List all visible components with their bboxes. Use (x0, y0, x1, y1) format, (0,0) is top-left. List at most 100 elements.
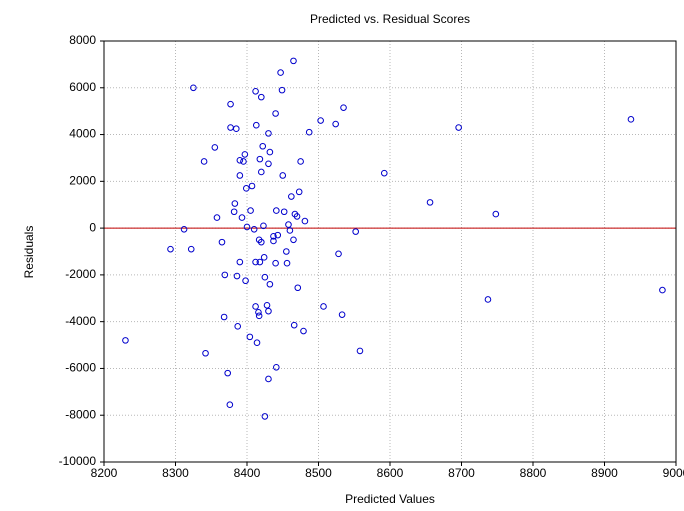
scatter-point (224, 369, 231, 377)
scatter-point (240, 158, 247, 165)
scatter-point (213, 214, 221, 221)
scatter-point (455, 124, 462, 131)
y-tick-label: -8000 (65, 407, 96, 421)
scatter-point (227, 100, 234, 108)
scatter-point (356, 347, 364, 355)
scatter-point (265, 375, 272, 383)
scatter-point (250, 225, 258, 233)
scatter-point (252, 121, 260, 129)
scatter-point (167, 245, 174, 253)
scatter-point (252, 303, 259, 310)
scatter-point (236, 172, 244, 179)
scatter-point (293, 213, 301, 220)
scatter-point (233, 272, 241, 280)
scatter-point (265, 130, 272, 137)
scatter-point (305, 128, 313, 136)
scatter-point (256, 155, 264, 163)
y-tick-label: -4000 (65, 314, 96, 328)
scatter-point (273, 363, 280, 371)
scatter-point (320, 303, 327, 310)
scatter-point (226, 401, 234, 408)
scatter-point (220, 313, 228, 321)
x-tick-label: 8600 (377, 466, 404, 480)
scatter-point (627, 116, 635, 123)
scatter-point (242, 185, 250, 192)
y-tick-label: -10000 (59, 454, 97, 468)
scatter-point (277, 69, 284, 76)
scatter-point (266, 148, 274, 156)
scatter-point (190, 84, 197, 92)
x-tick-label: 8800 (520, 466, 547, 480)
scatter-point (659, 286, 666, 294)
scatter-point (256, 258, 264, 266)
scatter-point (290, 321, 298, 329)
scatter-point (270, 232, 277, 240)
scatter-point (290, 57, 297, 65)
x-tick-label: 8200 (91, 466, 118, 480)
scatter-point (380, 169, 388, 177)
y-tick-label: 0 (89, 220, 96, 234)
scatter-point (248, 182, 256, 190)
scatter-point (261, 413, 269, 420)
scatter-point (285, 221, 292, 228)
scatter-point (295, 188, 303, 196)
scatter-point (122, 337, 129, 344)
scatter-point (236, 258, 244, 266)
scatter-point (273, 207, 280, 214)
scatter-point (492, 210, 500, 218)
scatter-point (261, 273, 269, 281)
scatter-point (231, 200, 239, 207)
x-tick-label: 8700 (448, 466, 475, 480)
scatter-point (238, 214, 246, 221)
scatter-point (270, 237, 277, 245)
scatter-point (300, 327, 307, 335)
y-tick-label: 6000 (69, 80, 96, 94)
scatter-point (340, 104, 347, 111)
scatter-point (283, 248, 290, 255)
scatter-point (280, 208, 288, 216)
scatter-point (266, 280, 274, 288)
scatter-point (283, 259, 291, 267)
scatter-point (301, 217, 309, 225)
scatter-point (187, 245, 195, 253)
scatter-point (272, 110, 279, 117)
scatter-point (297, 158, 304, 165)
scatter-point (317, 117, 324, 124)
scatter-point (241, 151, 249, 158)
scatter-point (263, 301, 271, 309)
y-tick-label: 4000 (69, 127, 96, 141)
scatter-point (252, 258, 259, 266)
scatter-point (259, 142, 267, 150)
scatter-point (232, 125, 240, 133)
scatter-point (352, 228, 359, 235)
y-tick-label: -2000 (65, 267, 96, 281)
scatter-point (218, 238, 226, 246)
scatter-point (272, 259, 279, 267)
x-tick-label: 8300 (162, 466, 189, 480)
scatter-point (265, 160, 272, 168)
scatter-point (258, 93, 265, 101)
scatter-point (278, 86, 286, 94)
scatter-point (288, 193, 295, 200)
scatter-point (236, 156, 244, 164)
scatter-point (279, 172, 287, 179)
scatter-point (265, 307, 272, 315)
y-tick-label: -6000 (65, 361, 96, 375)
scatter-point (260, 254, 268, 261)
scatter-point (200, 158, 208, 165)
scatter-point (202, 349, 209, 357)
x-tick-label: 8500 (305, 466, 332, 480)
chart-title: Predicted vs. Residual Scores (310, 12, 470, 26)
y-axis-label: Residuals (22, 226, 36, 279)
plot-frame (103, 40, 677, 463)
y-tick-label: 2000 (69, 174, 96, 188)
scatter-point (230, 208, 238, 216)
scatter-point (290, 236, 297, 244)
scatter-point (247, 207, 254, 214)
scatter-point (294, 284, 302, 292)
scatter-point (332, 120, 339, 128)
scatter-point (246, 333, 254, 341)
scatter-point (252, 87, 259, 95)
scatter-point (335, 250, 342, 258)
